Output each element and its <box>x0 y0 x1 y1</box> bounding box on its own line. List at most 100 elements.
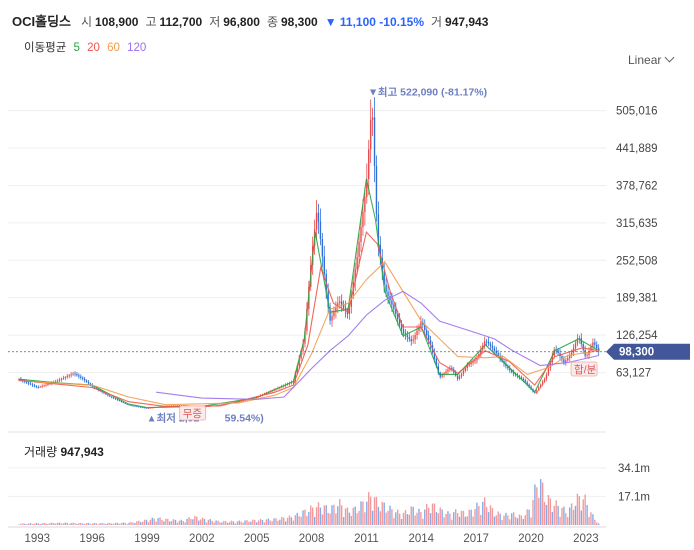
price-candle-body <box>435 359 438 366</box>
price-candle-body <box>37 387 39 388</box>
volume-bar <box>397 509 399 525</box>
price-candle-body <box>294 373 297 382</box>
volume-bar <box>124 522 126 525</box>
price-candle-body <box>145 407 148 409</box>
volume-bar <box>408 514 411 525</box>
price-candle-body <box>138 406 140 408</box>
price-candle-body <box>524 380 526 383</box>
volume-bar <box>182 521 184 525</box>
volume-bar <box>567 517 569 525</box>
volume-bar <box>362 501 364 525</box>
volume-bar <box>80 522 82 525</box>
price-candle-body <box>60 378 63 380</box>
price-candle-body <box>414 335 416 340</box>
volume-bar <box>35 523 38 525</box>
volume-bar <box>514 516 517 525</box>
volume-bar <box>228 521 231 525</box>
price-candle-body <box>397 314 399 320</box>
volume-bar <box>225 521 227 525</box>
volume-bar <box>530 517 532 525</box>
volume-bar <box>252 519 254 525</box>
price-tick-label-1: 441,889 <box>616 143 658 155</box>
price-candle-body <box>89 383 92 386</box>
price-candle-body <box>373 117 376 166</box>
price-candle-body <box>501 358 503 362</box>
price-candle-body <box>597 348 600 352</box>
price-candle-body <box>149 407 152 409</box>
volume-bar <box>64 522 67 525</box>
price-candle-body <box>377 214 380 245</box>
volume-bar <box>51 522 53 525</box>
volume-bar <box>563 506 565 525</box>
volume-bar <box>302 510 304 525</box>
volume-bar <box>511 513 513 525</box>
chart-annotations: ▼ 최고 522,090 (-81.17%)▲ 최저 2,92 59.54%)무증합/… <box>8 85 690 424</box>
volume-bar <box>49 522 51 525</box>
volume-bar <box>574 505 577 525</box>
price-candle-body <box>78 375 80 377</box>
price-tick-label-6: 126,254 <box>616 330 658 342</box>
price-candle-body <box>238 401 240 403</box>
price-candle-body <box>136 406 138 408</box>
volume-bar <box>199 519 202 525</box>
volume-bar <box>555 500 557 525</box>
volume-bar <box>95 523 97 525</box>
volume-bar <box>582 499 584 525</box>
volume-bar <box>495 515 497 525</box>
price-candle-body <box>391 300 393 305</box>
volume-bar <box>186 518 188 525</box>
change-value: ▼ 11,100 -10.15% <box>324 15 424 29</box>
volume-bar <box>91 523 94 525</box>
price-candle-body <box>424 325 426 331</box>
volume-bar <box>277 520 279 525</box>
price-candle-body <box>64 377 67 378</box>
volume-bar <box>311 507 314 525</box>
quote-header: OCI홀딩스 시 108,900 고 112,700 저 96,800 종 98… <box>12 11 495 29</box>
time-tick-label-8: 2017 <box>463 533 489 545</box>
price-candle-body <box>565 360 567 363</box>
volume-bar <box>70 523 72 525</box>
price-candle-body <box>468 364 470 366</box>
price-candle-body <box>362 211 364 227</box>
price-candle-body <box>124 402 126 404</box>
price-candle-body <box>105 393 107 395</box>
scale-dropdown[interactable]: Linear <box>628 52 675 67</box>
price-candle-body <box>33 385 36 387</box>
volume-bar <box>83 523 86 525</box>
price-candle-body <box>364 196 366 212</box>
price-candle-body <box>35 386 38 388</box>
price-candle-body <box>547 368 550 375</box>
volume-bar <box>482 501 484 525</box>
time-tick-label-10: 2023 <box>573 533 599 545</box>
volume-bar <box>526 509 528 525</box>
volume-bar <box>339 499 341 525</box>
volume-bar <box>348 512 351 525</box>
volume-bar <box>72 522 74 525</box>
volume-bar <box>383 502 385 525</box>
volume-bar <box>456 513 459 525</box>
volume-bar <box>439 507 441 525</box>
price-candle-body <box>476 357 478 361</box>
ma-legend-label: 이동평균 <box>24 42 67 54</box>
price-candle-body <box>346 310 349 315</box>
price-candle-body <box>395 309 397 315</box>
price-candle-body <box>437 365 439 373</box>
volume-bar <box>541 482 544 525</box>
price-candle-body <box>87 381 90 384</box>
volume-bar <box>371 510 374 525</box>
price-candle-body <box>580 338 582 345</box>
volume-bar <box>132 522 134 525</box>
price-candle-body <box>470 362 472 365</box>
volume-bar <box>234 523 237 525</box>
price-candle-body <box>493 348 496 351</box>
price-candle-body <box>557 349 559 354</box>
moving-average-legend[interactable]: 이동평균 5 20 60 120 <box>24 39 150 55</box>
volume-bar <box>308 511 310 525</box>
volume-bar <box>414 515 416 525</box>
volume-bar <box>441 509 443 525</box>
price-candle-body <box>433 352 436 360</box>
volume-bar <box>586 504 588 525</box>
volume-bar <box>201 517 204 525</box>
volume-bar <box>257 520 260 525</box>
